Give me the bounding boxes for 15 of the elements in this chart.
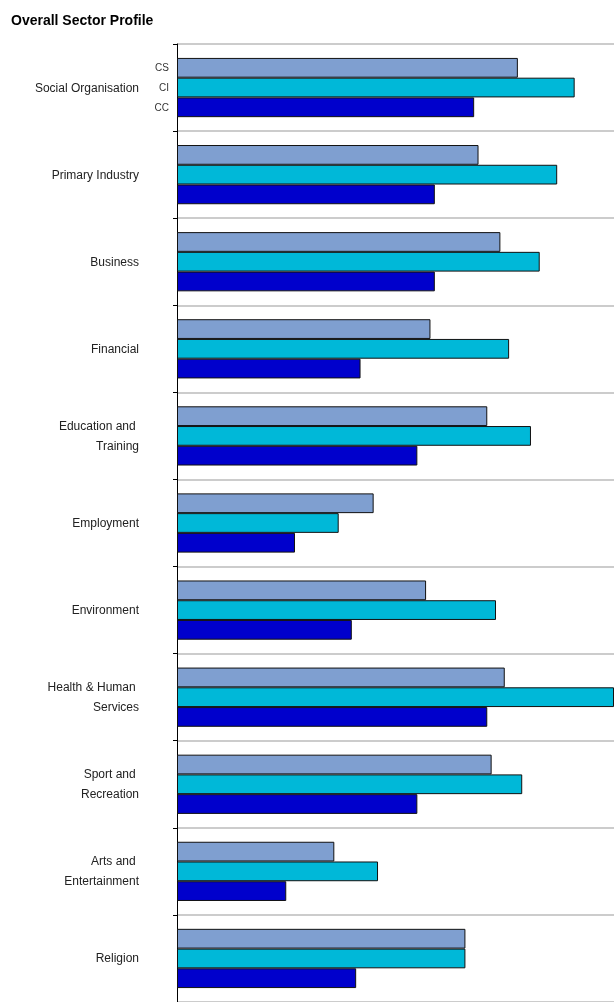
series-label: CC	[154, 101, 169, 113]
y-tick-label: Arts and Entertainment	[64, 854, 140, 889]
y-tick-label: Sport and Recreation	[80, 767, 139, 802]
y-tick-label: Social Organisation	[34, 80, 139, 95]
y-tick-label: Financial	[90, 341, 139, 356]
series-label: CS	[155, 62, 170, 74]
y-tick-label: Employment	[72, 516, 140, 530]
y-tick-label: Environment	[71, 603, 140, 618]
y-tick-label: Primary Industry	[51, 167, 139, 182]
y-tick-label: Business	[90, 254, 139, 269]
y-tick-label: Religion	[95, 951, 139, 966]
chart-title: Overall Sector Profile	[11, 12, 154, 28]
y-tick-label: Education and Training	[58, 418, 139, 453]
series-label: CI	[159, 82, 169, 94]
y-tick-label: Health & Human Services	[47, 680, 139, 715]
